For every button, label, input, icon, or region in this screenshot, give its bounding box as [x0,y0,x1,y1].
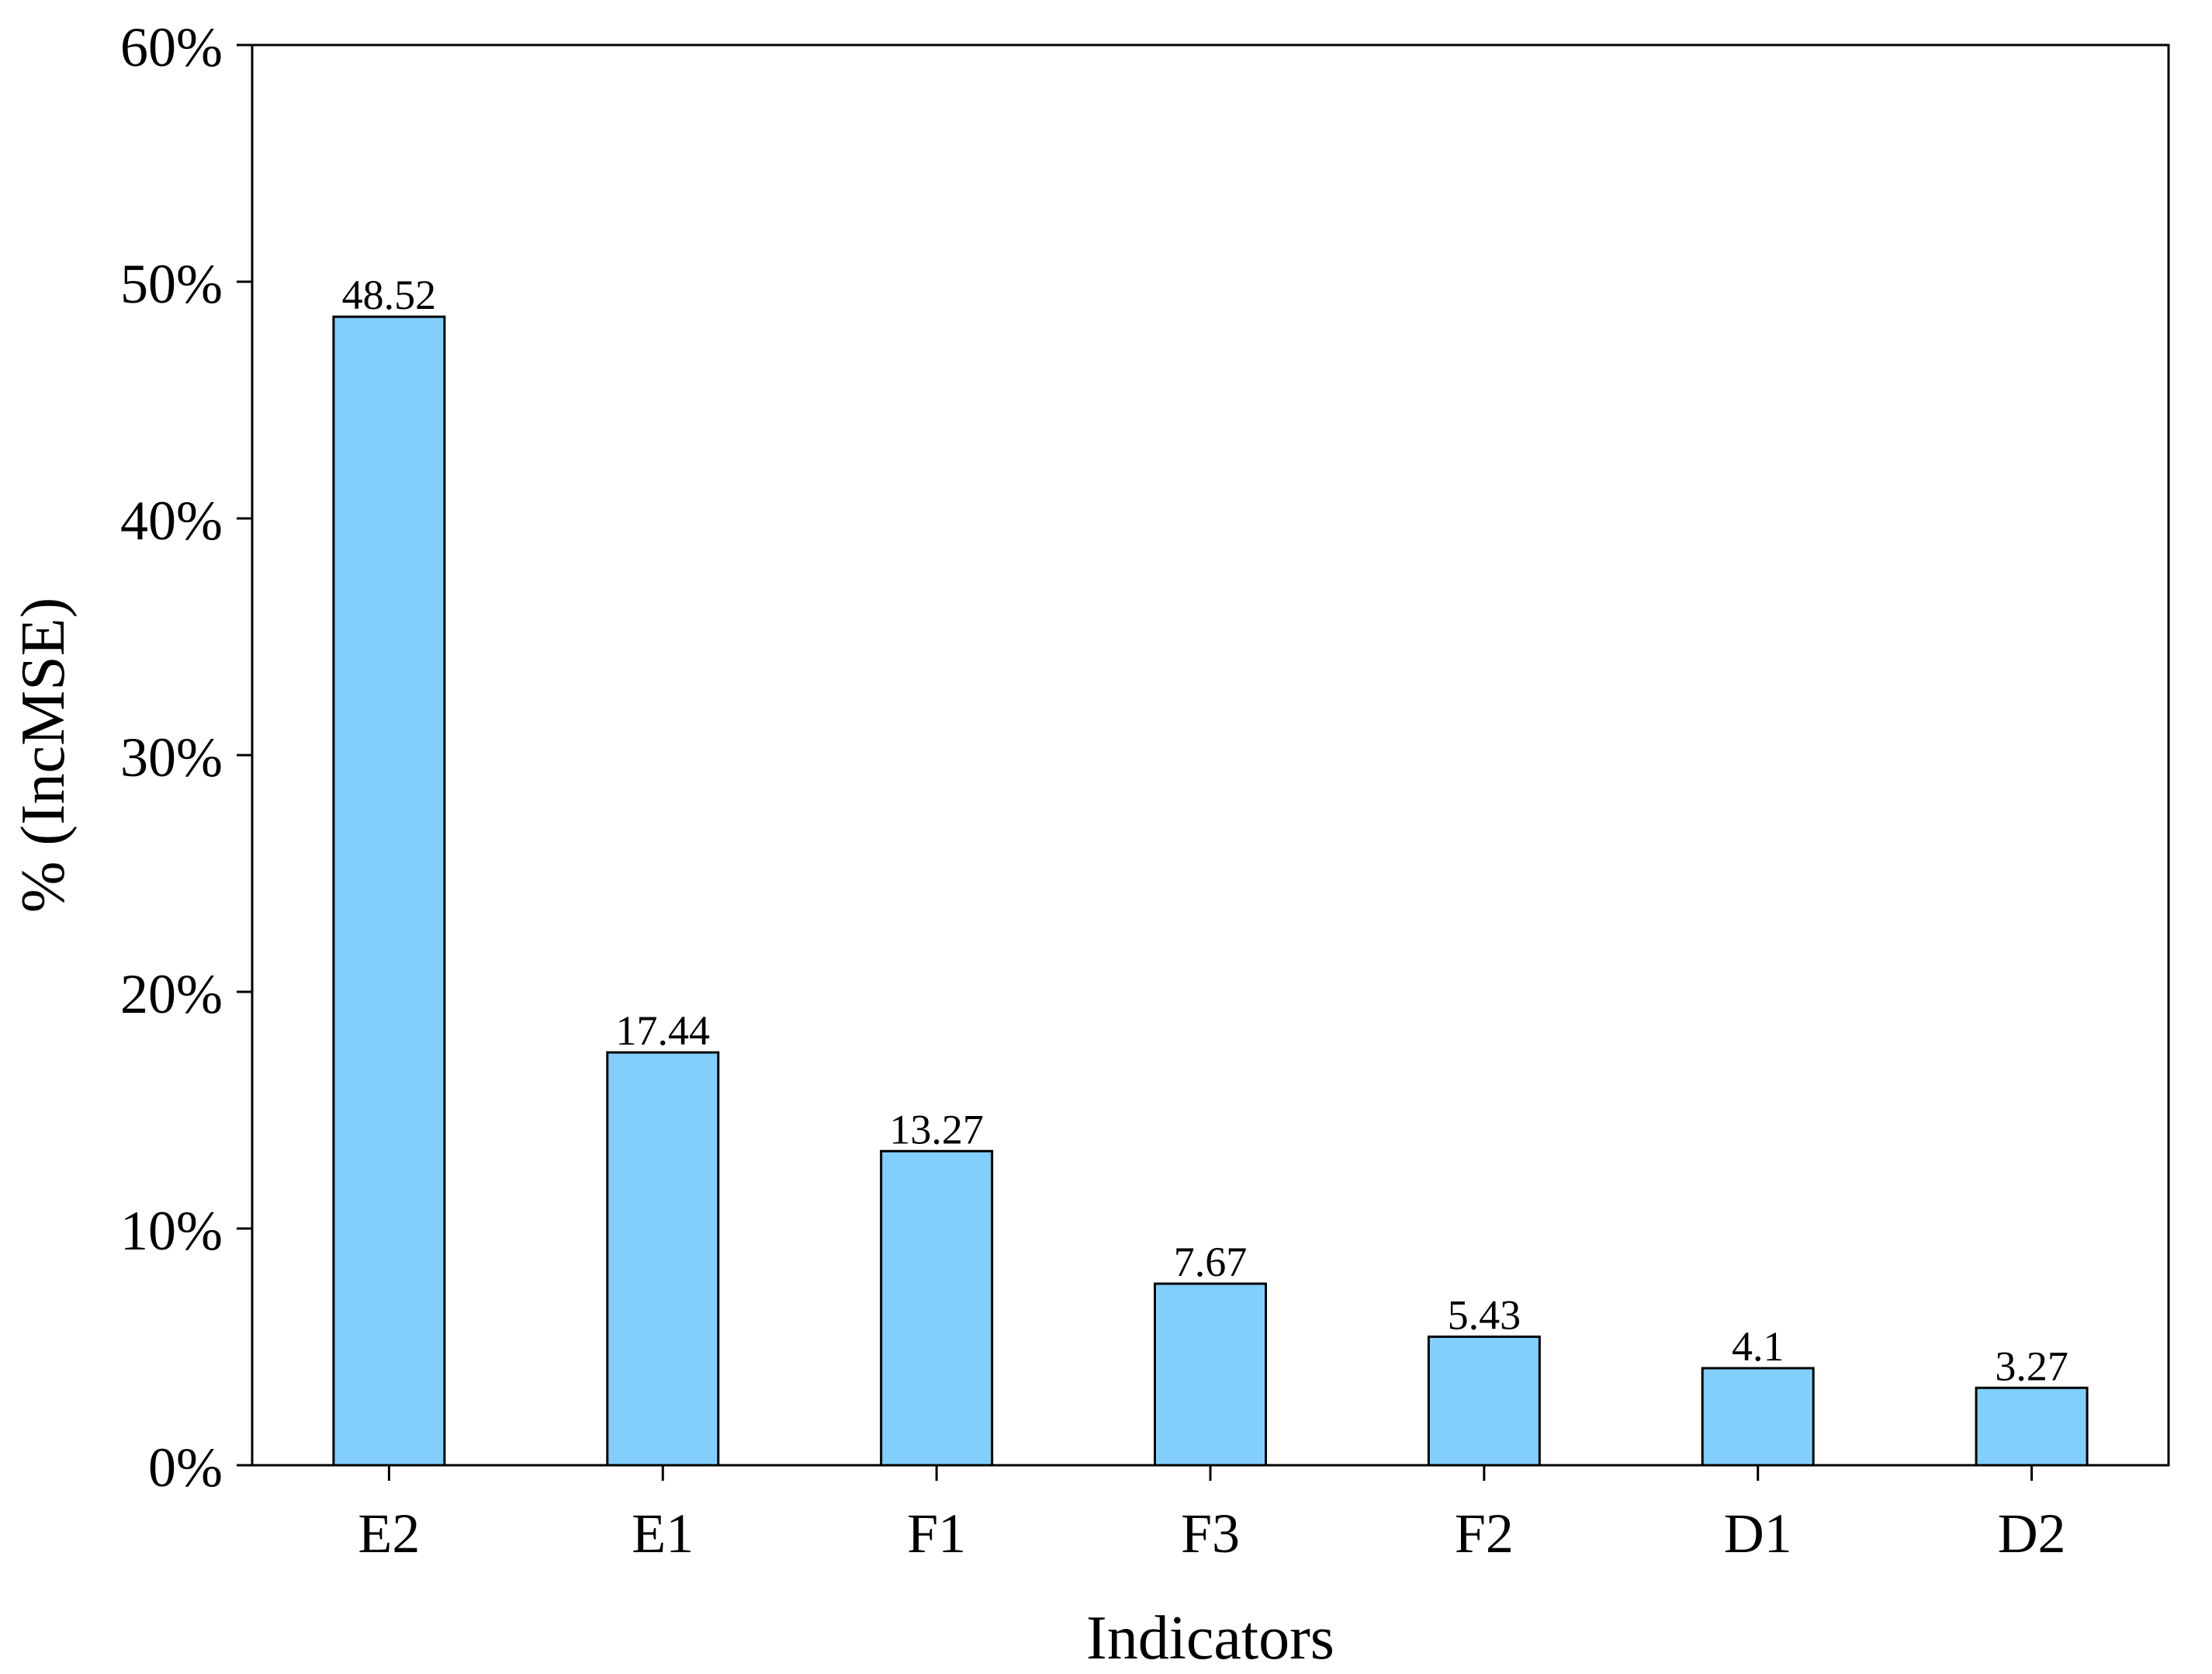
bar-F3 [1154,1282,1267,1467]
y-tick-label: 10% [120,1200,223,1262]
y-tick-label: 30% [120,726,223,788]
data-label: 3.27 [1995,1343,2068,1389]
y-axis-title: % (IncMSE) [9,598,78,913]
data-label: 48.52 [342,272,437,318]
data-labels: 48.52 17.44 13.27 7.67 5.43 4.1 3.27 [342,272,2068,1389]
y-tick-label: 20% [120,963,223,1025]
x-tick-label: F1 [907,1502,966,1565]
plot-frame [251,43,2170,1467]
x-axis-ticks: E2 E1 F1 F3 F2 D1 D2 [358,1465,2066,1565]
x-tick-label: E1 [632,1502,694,1565]
x-tick-label: F2 [1455,1502,1514,1565]
data-label: 13.27 [889,1106,984,1152]
bar-D2 [1975,1386,2089,1467]
bar-D1 [1701,1367,1815,1467]
bar-F1 [880,1149,994,1467]
y-tick-label: 50% [120,253,223,315]
data-label: 17.44 [616,1007,711,1054]
y-tick-label: 40% [120,490,223,552]
data-label: 4.1 [1732,1323,1784,1370]
x-axis-title: Indicators [1086,1604,1334,1672]
x-tick-label: E2 [358,1502,420,1565]
y-axis-ticks: 0% 10% 20% 30% 40% 50% 60% [120,16,252,1499]
bar-E2 [332,315,446,1467]
x-tick-label: F3 [1181,1502,1240,1565]
x-tick-label: D2 [1998,1502,2066,1565]
data-label: 5.43 [1448,1291,1521,1338]
bar-F2 [1427,1335,1541,1467]
bar-E1 [606,1051,720,1467]
x-tick-label: D1 [1724,1502,1792,1565]
y-tick-label: 0% [148,1437,223,1499]
y-tick-label: 60% [120,16,223,78]
data-label: 7.67 [1174,1239,1248,1285]
